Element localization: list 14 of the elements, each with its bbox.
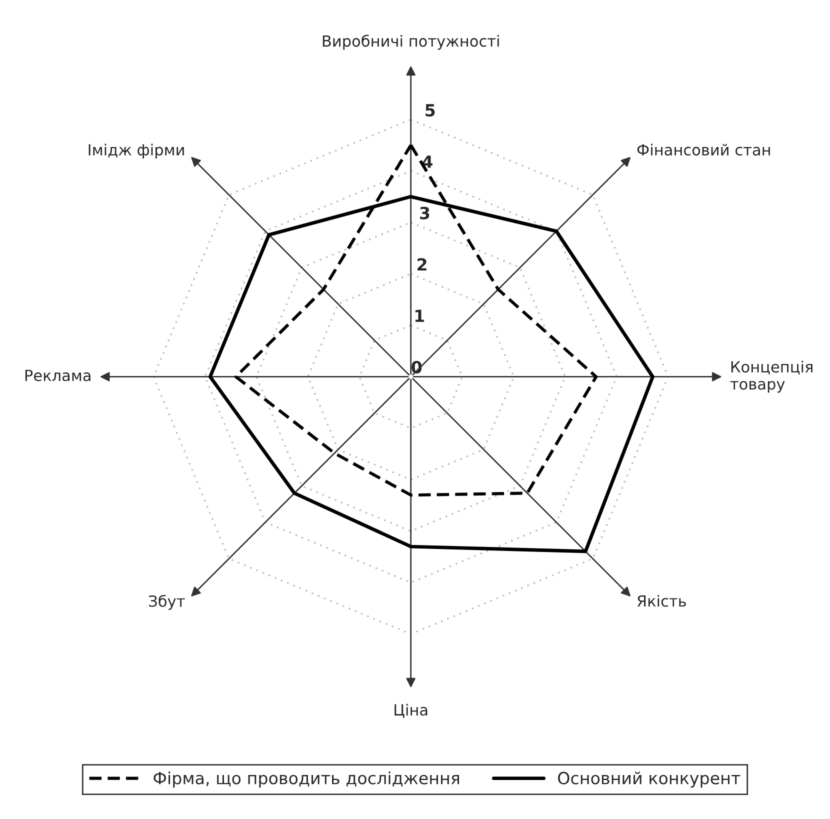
y-tick-label: 1 xyxy=(415,310,424,322)
spoke-label: Виробничі потужності xyxy=(322,34,499,50)
spoke-label: Імідж фірми xyxy=(88,144,184,159)
y-tick-label: 2 xyxy=(418,258,426,270)
legend-label: Фірма, що проводить дослідження xyxy=(154,771,460,788)
legend-label: Основний конкурент xyxy=(558,772,740,788)
spoke-label: Фінансовий стан xyxy=(637,144,770,156)
spoke-label: Збут xyxy=(149,594,185,610)
spoke-label: Ціна xyxy=(394,704,428,718)
y-tick-label: 3 xyxy=(420,206,430,220)
spoke-label: Якість xyxy=(637,594,686,607)
spoke-label: Реклама xyxy=(25,370,90,382)
y-tick-label: 5 xyxy=(426,104,435,117)
spoke-label: Концепція товару xyxy=(730,360,812,393)
